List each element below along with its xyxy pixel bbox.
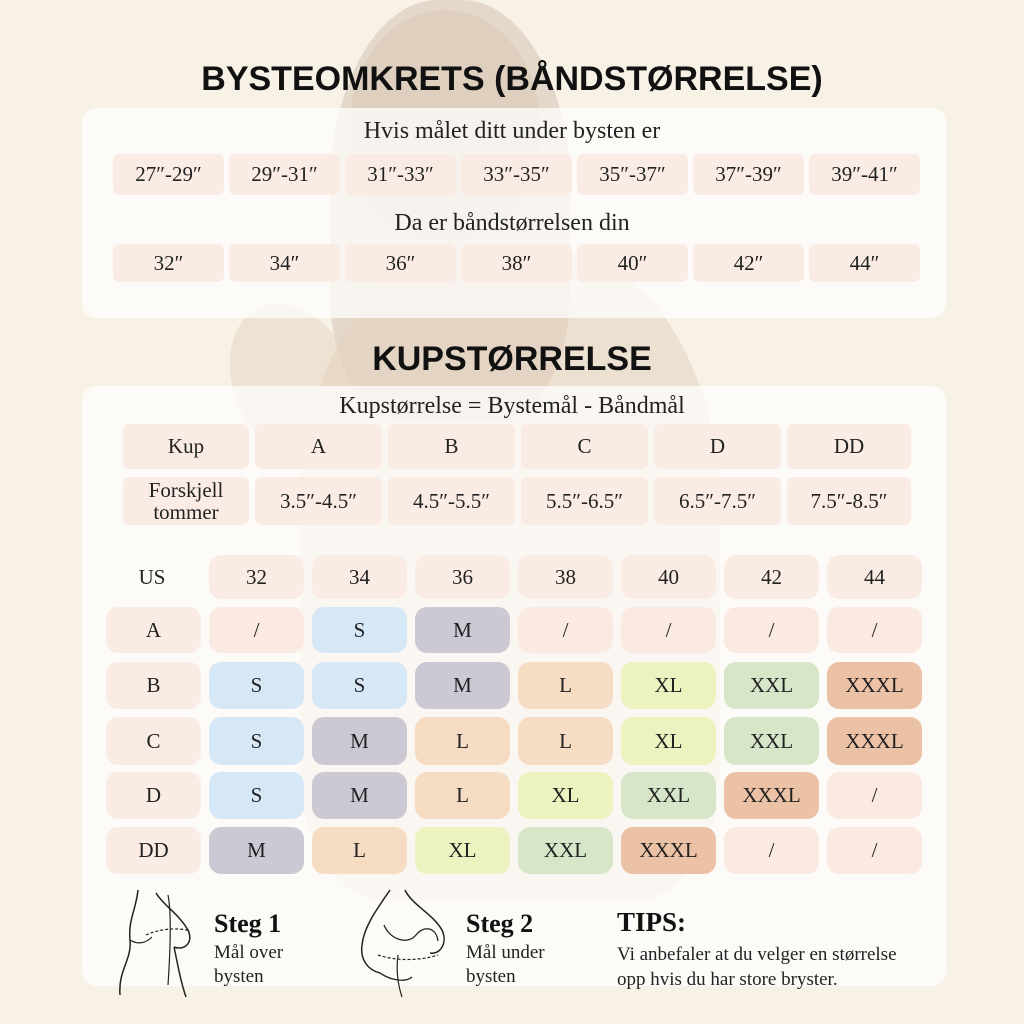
underbust-cell: 33″-35″ [461,154,572,195]
size-cell: XXXL [621,827,716,874]
size-cell: M [312,717,407,765]
size-cell: XL [415,827,510,874]
size-cell: / [209,607,304,653]
difference-cell: 3.5″-4.5″ [255,477,382,525]
size-cell: / [518,607,613,653]
step1-line2: bysten [214,966,264,987]
tips-line1: Vi anbefaler at du velger en størrelse [617,944,897,965]
cup-formula: Kupstørrelse = Bystemål - Båndmål [339,393,685,419]
size-cell: L [518,662,613,709]
size-cell: XXL [621,772,716,819]
underbust-cell: 31″-33″ [345,154,456,195]
size-grid-row-header: B [106,662,201,709]
step2-line1: Mål under [466,942,545,963]
measure-under-bust-illustration [360,889,445,998]
cup-letter-cell: A [255,424,382,469]
size-cell: M [415,662,510,709]
cup-letter-cell: DD [787,424,911,469]
difference-cell: 5.5″-6.5″ [521,477,648,525]
size-cell: S [312,607,407,653]
band-size-title: BYSTEOMKRETS (BÅNDSTØRRELSE) [201,60,823,98]
step1-title: Steg 1 [214,909,282,938]
size-grid-row-header: C [106,717,201,765]
size-cell: XXL [724,717,819,765]
tips-line2: opp hvis du har store bryster. [617,969,838,990]
band-size-cell: 36″ [345,244,456,282]
size-cell: XXXL [827,717,922,765]
cup-header-label: Kup [123,424,249,469]
band-size-cell: 44″ [809,244,920,282]
band-size-cell: 34″ [229,244,340,282]
size-cell: / [724,607,819,653]
band-size-cell: 38″ [461,244,572,282]
size-cell: XL [518,772,613,819]
size-cell: / [827,772,922,819]
size-cell: XXXL [827,662,922,709]
size-cell: M [209,827,304,874]
underbust-cell: 35″-37″ [577,154,688,195]
tips-title: TIPS: [617,907,687,937]
size-cell: L [518,717,613,765]
band-size-cell: 42″ [693,244,804,282]
size-grid-column-header: 36 [415,555,510,599]
size-cell: S [209,772,304,819]
size-cell: M [312,772,407,819]
step2-line2: bysten [466,966,516,987]
size-cell: XL [621,662,716,709]
size-grid-row-header: D [106,772,201,819]
size-cell: S [209,662,304,709]
cup-letter-cell: C [521,424,648,469]
size-cell: XXL [724,662,819,709]
difference-label-line1: Forskjell [148,478,224,502]
size-grid-column-header: 34 [312,555,407,599]
size-cell: S [312,662,407,709]
size-cell: / [827,827,922,874]
size-grid-column-header: 38 [518,555,613,599]
size-grid-row-header: DD [106,827,201,874]
difference-cell: 4.5″-5.5″ [388,477,515,525]
size-cell: / [724,827,819,874]
band-size-cell: 32″ [113,244,224,282]
size-grid-column-header: 42 [724,555,819,599]
difference-label-line2: tommer [153,500,219,524]
size-cell: M [415,607,510,653]
size-cell: L [415,772,510,819]
underbust-caption: Hvis målet ditt under bysten er [363,118,661,144]
underbust-cell: 39″-41″ [809,154,920,195]
underbust-cell: 29″-31″ [229,154,340,195]
size-cell: XXXL [724,772,819,819]
size-cell: / [621,607,716,653]
size-cell: L [415,717,510,765]
size-cell: XXL [518,827,613,874]
step2-title: Steg 2 [466,909,534,938]
band-size-caption: Da er båndstørrelsen din [394,210,630,236]
measurement-steps: Steg 1 Mål over bysten Steg 2 Mål under … [0,885,1024,1005]
size-grid-column-header: 32 [209,555,304,599]
underbust-cell: 27″-29″ [113,154,224,195]
band-size-panel [82,108,946,318]
size-cell: XL [621,717,716,765]
size-cell: L [312,827,407,874]
cup-letter-cell: D [654,424,781,469]
cup-letter-cell: B [388,424,515,469]
step1-line1: Mål over [214,942,284,963]
measure-over-bust-illustration [119,889,191,998]
difference-cell: 6.5″-7.5″ [654,477,781,525]
underbust-cell: 37″-39″ [693,154,804,195]
size-grid-column-header: 40 [621,555,716,599]
difference-cell: 7.5″-8.5″ [787,477,911,525]
size-grid-row-header: A [106,607,201,653]
size-grid-corner-label: US [138,564,166,589]
size-cell: / [827,607,922,653]
size-cell: S [209,717,304,765]
band-size-cell: 40″ [577,244,688,282]
cup-size-title: KUPSTØRRELSE [372,340,652,378]
difference-header-label: Forskjell tommer [123,477,249,525]
size-grid-column-header: 44 [827,555,922,599]
